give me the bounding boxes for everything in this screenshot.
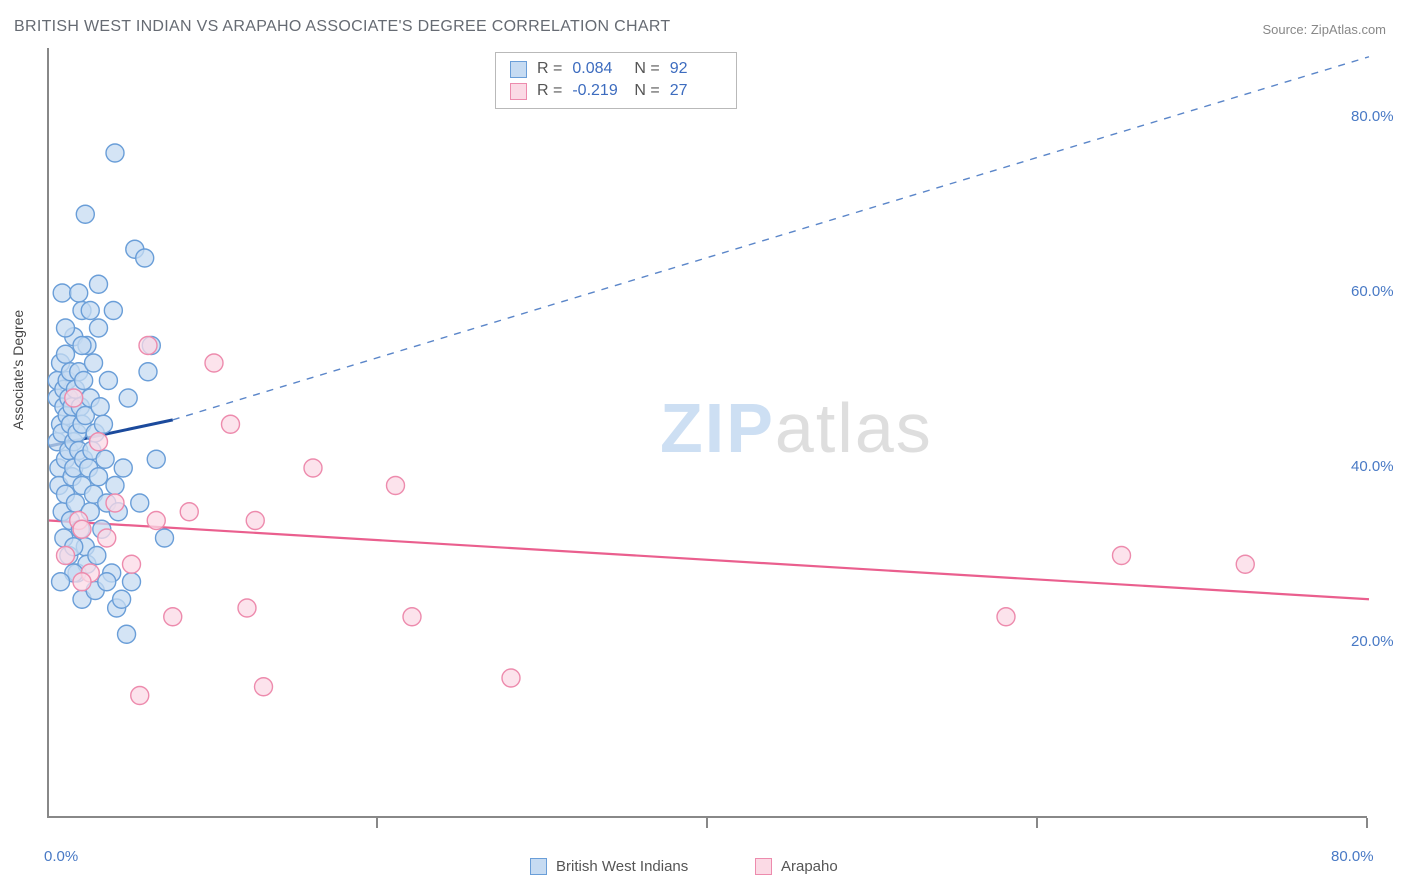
legend-swatch-icon — [755, 858, 772, 875]
y-tick-label: 60.0% — [1351, 283, 1394, 300]
scatter-point-series1 — [90, 319, 108, 337]
scatter-plot — [49, 48, 1367, 816]
scatter-point-series1 — [139, 363, 157, 381]
scatter-point-series1 — [81, 302, 99, 320]
scatter-point-series2 — [222, 415, 240, 433]
y-tick-label: 40.0% — [1351, 458, 1394, 475]
legend-swatch-icon — [530, 858, 547, 875]
corr-n-val-2: 27 — [670, 82, 722, 100]
scatter-point-series1 — [57, 345, 75, 363]
scatter-point-series1 — [90, 468, 108, 486]
scatter-point-series2 — [123, 555, 141, 573]
scatter-point-series2 — [502, 669, 520, 687]
scatter-point-series1 — [57, 319, 75, 337]
scatter-point-series1 — [73, 337, 91, 355]
scatter-point-series1 — [147, 450, 165, 468]
scatter-point-series2 — [304, 459, 322, 477]
y-tick-label: 20.0% — [1351, 633, 1394, 650]
bottom-legend-item: British West Indians — [530, 858, 688, 875]
corr-n-label-1: N = — [634, 60, 659, 78]
scatter-point-series2 — [73, 520, 91, 538]
correlation-legend: R = 0.084 N = 92 R = -0.219 N = 27 — [495, 52, 737, 109]
scatter-point-series2 — [106, 494, 124, 512]
scatter-point-series1 — [88, 547, 106, 565]
scatter-point-series2 — [403, 608, 421, 626]
corr-n-label-2: N = — [634, 82, 659, 100]
scatter-point-series1 — [98, 573, 116, 591]
scatter-point-series2 — [73, 573, 91, 591]
scatter-point-series2 — [147, 512, 165, 530]
scatter-point-series1 — [114, 459, 132, 477]
scatter-point-series1 — [94, 415, 112, 433]
chart-container: BRITISH WEST INDIAN VS ARAPAHO ASSOCIATE… — [0, 0, 1406, 892]
scatter-point-series1 — [123, 573, 141, 591]
scatter-point-series1 — [119, 389, 137, 407]
scatter-point-series1 — [75, 372, 93, 390]
scatter-point-series1 — [104, 302, 122, 320]
scatter-point-series2 — [180, 503, 198, 521]
x-tick-mark — [1366, 818, 1368, 828]
scatter-point-series2 — [164, 608, 182, 626]
scatter-point-series1 — [91, 398, 109, 416]
scatter-point-series2 — [131, 687, 149, 705]
scatter-point-series1 — [85, 354, 103, 372]
swatch-series1-icon — [510, 61, 527, 78]
scatter-point-series2 — [246, 512, 264, 530]
scatter-point-series1 — [90, 275, 108, 293]
scatter-point-series1 — [76, 205, 94, 223]
trend-line-series2 — [49, 521, 1369, 600]
scatter-point-series2 — [1113, 547, 1131, 565]
scatter-point-series1 — [106, 144, 124, 162]
scatter-point-series1 — [131, 494, 149, 512]
source-label: Source: ZipAtlas.com — [1262, 22, 1386, 37]
scatter-point-series1 — [96, 450, 114, 468]
corr-r-label-2: R = — [537, 82, 562, 100]
scatter-point-series1 — [156, 529, 174, 547]
corr-row-series1: R = 0.084 N = 92 — [510, 58, 722, 80]
corr-r-val-2: -0.219 — [572, 82, 624, 100]
swatch-series2-icon — [510, 83, 527, 100]
y-axis-label: Associate's Degree — [10, 310, 26, 430]
corr-n-val-1: 92 — [670, 60, 722, 78]
scatter-point-series2 — [238, 599, 256, 617]
x-tick-mark — [376, 818, 378, 828]
scatter-point-series2 — [997, 608, 1015, 626]
scatter-point-series2 — [1236, 555, 1254, 573]
scatter-point-series1 — [70, 284, 88, 302]
scatter-point-series1 — [52, 573, 70, 591]
x-tick-mark — [706, 818, 708, 828]
scatter-point-series2 — [205, 354, 223, 372]
x-tick-mark — [1036, 818, 1038, 828]
scatter-point-series2 — [65, 389, 83, 407]
scatter-point-series2 — [139, 337, 157, 355]
corr-row-series2: R = -0.219 N = 27 — [510, 80, 722, 102]
scatter-point-series1 — [136, 249, 154, 267]
scatter-point-series2 — [57, 547, 75, 565]
scatter-point-series1 — [99, 372, 117, 390]
scatter-point-series2 — [255, 678, 273, 696]
scatter-point-series1 — [106, 477, 124, 495]
scatter-point-series2 — [90, 433, 108, 451]
corr-r-label-1: R = — [537, 60, 562, 78]
scatter-point-series1 — [53, 284, 71, 302]
x-tick-label: 80.0% — [1331, 848, 1374, 865]
chart-title: BRITISH WEST INDIAN VS ARAPAHO ASSOCIATE… — [14, 18, 670, 36]
legend-label: British West Indians — [556, 858, 688, 875]
plot-area — [47, 48, 1367, 818]
bottom-legend-item: Arapaho — [755, 858, 838, 875]
scatter-point-series1 — [113, 590, 131, 608]
y-tick-label: 80.0% — [1351, 108, 1394, 125]
x-tick-label: 0.0% — [44, 848, 78, 865]
scatter-point-series1 — [118, 625, 136, 643]
scatter-point-series2 — [387, 477, 405, 495]
scatter-point-series2 — [98, 529, 116, 547]
trend-line-series1-ext — [173, 57, 1369, 420]
legend-label: Arapaho — [781, 858, 838, 875]
corr-r-val-1: 0.084 — [572, 60, 624, 78]
